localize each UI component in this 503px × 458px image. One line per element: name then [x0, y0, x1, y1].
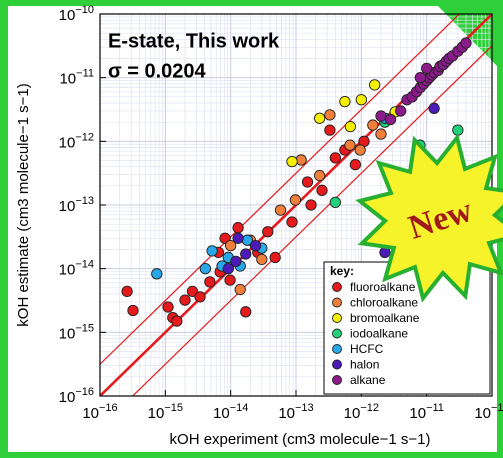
point	[395, 105, 407, 117]
point	[355, 94, 367, 106]
point	[414, 72, 426, 84]
point	[324, 109, 336, 121]
point	[305, 199, 317, 211]
point	[289, 194, 302, 206]
point	[222, 263, 234, 275]
chart-title: E-state, This work	[108, 30, 280, 52]
point	[375, 110, 387, 122]
point	[127, 304, 139, 317]
reference-line	[131, 45, 492, 396]
point	[349, 159, 362, 171]
stamp-star	[355, 133, 503, 303]
x-tick-label: 10−14	[213, 402, 248, 422]
point	[204, 276, 216, 288]
point	[269, 251, 281, 264]
legend-marker	[332, 313, 342, 323]
y-tick-label: 10−15	[59, 322, 94, 342]
point	[274, 204, 287, 216]
point	[232, 222, 244, 234]
x-tick-label: 10−11	[409, 402, 444, 422]
point	[186, 285, 199, 298]
legend-marker	[332, 344, 342, 354]
x-axis-label: kOH experiment (cm3 molecule−1 s−1)	[170, 431, 431, 448]
point	[428, 102, 440, 114]
point	[329, 196, 341, 209]
legend-label: chloroalkane	[350, 296, 418, 310]
legend-marker	[332, 297, 342, 308]
reference-line	[100, 14, 461, 365]
point	[256, 253, 268, 266]
y-tick-label: 10−12	[59, 131, 94, 151]
point	[162, 301, 174, 313]
y-tick-label: 10−16	[59, 386, 94, 406]
point	[240, 306, 252, 318]
point	[249, 239, 262, 252]
legend-title: key:	[330, 264, 354, 278]
point	[225, 239, 237, 252]
x-tick-label: 10−16	[82, 402, 117, 422]
legend-marker	[332, 375, 342, 385]
legend-label: iodoalkane	[350, 327, 408, 341]
point	[316, 184, 328, 196]
x-tick-label: 10−13	[278, 402, 313, 422]
point	[329, 152, 341, 164]
point	[151, 268, 163, 280]
points	[121, 37, 472, 327]
ticks: 10−16 10−15 10−14 10−13 10−12 10−11 10−10 10−16…	[59, 4, 503, 422]
point	[206, 245, 218, 257]
point	[194, 291, 206, 303]
y-axis-label: kOH estimate (cm3 molecule−1 s−1)	[15, 83, 32, 326]
legend-label: bromoalkane	[350, 311, 420, 325]
y-tick-label: 10−13	[59, 195, 94, 215]
point	[313, 112, 326, 124]
y-tick-label: 10−11	[59, 68, 94, 88]
point	[344, 121, 357, 133]
point	[179, 294, 191, 306]
point	[339, 96, 351, 108]
point	[224, 274, 236, 286]
point	[295, 154, 307, 166]
point	[367, 119, 379, 131]
legend-marker	[332, 359, 342, 370]
point	[354, 144, 366, 156]
chart-subtitle: σ = 0.0204	[108, 60, 207, 82]
point	[230, 255, 242, 268]
point	[171, 315, 183, 327]
point	[234, 283, 246, 296]
y-tick-label: 10−14	[59, 259, 94, 279]
point	[375, 128, 387, 140]
point	[232, 232, 244, 244]
legend-marker	[332, 328, 342, 339]
point	[286, 216, 298, 228]
stamp: New	[355, 133, 503, 303]
x-tick-label: 10−15	[148, 402, 183, 422]
point	[286, 155, 298, 168]
point	[262, 226, 274, 238]
point	[313, 169, 326, 182]
legend-label: fluoroalkane	[350, 280, 416, 294]
point	[121, 285, 133, 298]
point	[344, 139, 356, 151]
x-tick-label: 10−12	[344, 402, 379, 422]
legend-label: HCFC	[350, 342, 384, 356]
point	[460, 37, 472, 49]
legend-label: alkane	[350, 373, 386, 387]
x-tick-label: 10−10	[474, 402, 503, 422]
legend: key: fluoroalkane chloroalkanebromoalkane…	[323, 261, 491, 395]
point	[384, 113, 397, 126]
point	[421, 62, 433, 75]
y-tick-label: 10−10	[59, 4, 94, 24]
point	[369, 79, 381, 91]
legend-label: halon	[350, 358, 379, 372]
point	[324, 124, 336, 136]
point	[240, 248, 252, 260]
point	[301, 176, 314, 188]
point	[199, 263, 212, 275]
legend-marker	[332, 282, 342, 292]
